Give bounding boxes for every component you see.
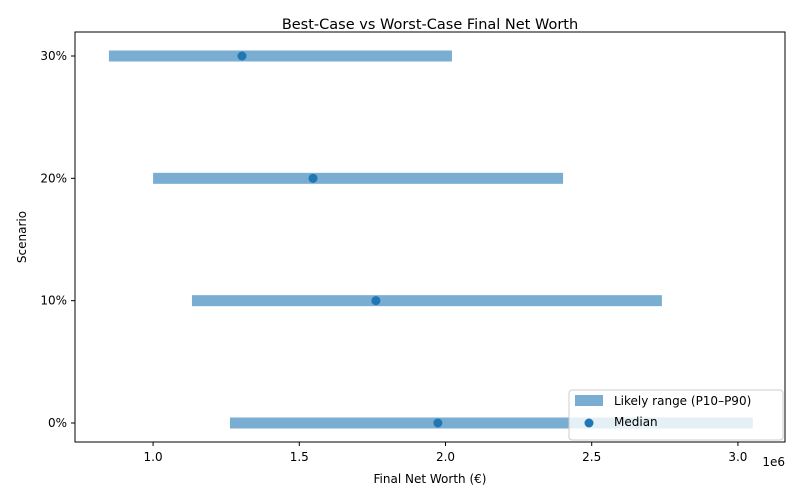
median-point [237,51,247,61]
x-tick-label: 2.5 [582,450,601,464]
median-point [433,418,443,428]
y-axis-label: Scenario [15,211,29,263]
x-offset-label: 1e6 [762,455,785,469]
y-tick-label: 20% [40,171,67,185]
x-tick-label: 1.5 [290,450,309,464]
axes-frame [74,31,786,443]
range-bar [108,50,452,62]
range-bar [153,172,564,184]
median-point [371,296,381,306]
legend-range-label: Likely range (P10–P90) [614,394,751,408]
range-bar [191,295,662,307]
x-tick-label: 2.0 [436,450,455,464]
range-bar [229,417,753,429]
x-tick-label: 3.0 [728,450,747,464]
y-tick-label: 10% [40,294,67,308]
x-axis-label: Final Net Worth (€) [374,472,487,486]
x-tick-label: 1.0 [144,450,163,464]
legend-range-swatch [575,395,603,406]
legend-median-label: Median [614,415,658,429]
legend-median-marker [584,418,594,428]
legend: Likely range (P10–P90) Median [568,389,784,441]
y-tick-label: 0% [48,416,67,430]
median-point [308,173,318,183]
y-tick-label: 30% [40,49,67,63]
chart-title: Best-Case vs Worst-Case Final Net Worth [282,17,578,33]
